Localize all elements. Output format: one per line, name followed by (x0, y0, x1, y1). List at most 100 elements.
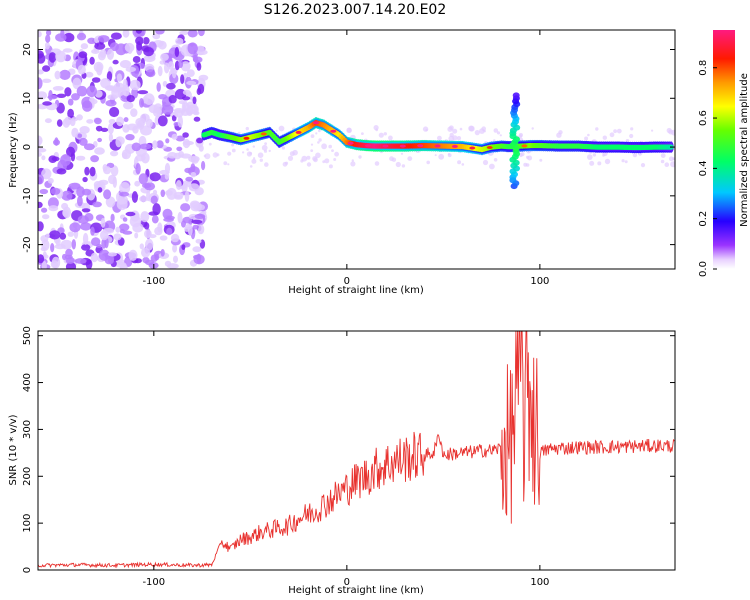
spectrogram-x-tick-label: -100 (142, 276, 165, 287)
noise-speck (198, 74, 209, 81)
halo-speck (668, 156, 674, 162)
noise-speck (45, 233, 50, 238)
noise-speck (56, 168, 67, 175)
noise-speck (107, 252, 117, 257)
snr-x-tick-label: 0 (344, 577, 350, 588)
noise-speck (38, 53, 46, 64)
colorbar: 0.0 0.2 0.4 0.6 0.8 Normalized spectral ampl… (698, 30, 750, 277)
halo-speck (597, 161, 602, 166)
noise-speck (95, 125, 103, 132)
noise-speck (82, 176, 88, 183)
halo-speck (310, 134, 315, 139)
noise-speck (119, 60, 132, 69)
noise-speck (100, 217, 106, 228)
noise-speck (41, 78, 52, 84)
noise-speck (150, 195, 158, 205)
halo-speck (587, 133, 590, 137)
noise-speck (47, 177, 54, 184)
noise-speck (122, 152, 128, 159)
noise-speck (190, 163, 196, 173)
halo-speck (383, 132, 387, 136)
noise-speck (193, 116, 201, 122)
noise-speck (67, 231, 75, 237)
noise-speck (159, 60, 166, 65)
halo-speck (324, 158, 330, 164)
noise-speck (101, 238, 107, 249)
noise-speck (119, 191, 130, 197)
halo-speck (452, 135, 458, 141)
noise-speck (76, 85, 88, 97)
noise-speck (171, 133, 178, 140)
noise-speck (38, 152, 42, 157)
noise-speck (181, 244, 186, 251)
ridge-hotspot (365, 144, 372, 148)
noise-speck (123, 117, 129, 123)
noise-speck (142, 183, 152, 189)
noise-speck (41, 207, 48, 213)
halo-speck (589, 160, 595, 166)
halo-speck (407, 156, 413, 162)
noise-speck (112, 176, 118, 188)
noise-speck (125, 66, 136, 73)
ridge-hotspot (295, 130, 302, 134)
noise-speck (166, 227, 173, 236)
halo-speck (621, 159, 625, 163)
noise-speck (134, 232, 139, 239)
noise-speck (126, 95, 135, 103)
halo-speck (334, 151, 339, 157)
halo-speck (434, 154, 437, 157)
noise-speck (135, 30, 142, 34)
halo-speck (459, 127, 463, 131)
noise-speck (146, 189, 151, 202)
halo-speck (426, 160, 431, 165)
halo-speck (401, 164, 406, 168)
noise-speck (90, 226, 95, 236)
noise-speck (42, 214, 50, 220)
noise-speck (91, 77, 101, 83)
halo-speck (664, 162, 670, 167)
halo-speck (268, 149, 271, 153)
snr-y-tick-label: 100 (22, 514, 33, 533)
noise-speck (90, 252, 98, 263)
colorbar-gradient (713, 30, 735, 269)
halo-speck (281, 146, 285, 150)
noise-speck (77, 133, 83, 138)
halo-speck (587, 154, 593, 160)
noise-speck (77, 215, 89, 224)
snr-y-ticks: 0 100 200 300 400 500 (22, 326, 675, 573)
noise-speck (137, 90, 149, 95)
noise-speck (47, 95, 58, 100)
noise-speck (182, 140, 194, 146)
halo-speck (660, 159, 665, 164)
noise-speck (186, 80, 197, 86)
noise-speck (91, 237, 101, 247)
colorbar-label: Normalized spectral amplitude (739, 73, 750, 227)
halo-speck (595, 127, 599, 131)
noise-speck (194, 213, 206, 219)
noise-speck (107, 122, 114, 135)
noise-speck (66, 146, 75, 157)
noise-speck (85, 259, 93, 269)
halo-speck (531, 127, 534, 130)
noise-speck (170, 233, 180, 243)
ridge-hotspot (469, 146, 476, 150)
noise-speck (71, 117, 78, 122)
noise-speck (67, 108, 74, 119)
noise-speck (155, 30, 165, 35)
halo-speck (231, 148, 236, 153)
halo-speck (346, 127, 352, 133)
snr-series-line (38, 331, 675, 569)
noise-speck (50, 187, 61, 195)
spike-blob (512, 92, 520, 99)
noise-speck (159, 235, 168, 241)
noise-speck (103, 189, 112, 200)
noise-speck (97, 187, 103, 193)
halo-speck (328, 164, 333, 169)
halo-speck (249, 152, 253, 155)
noise-speck (90, 155, 99, 163)
noise-speck (38, 147, 47, 153)
halo-speck (447, 153, 452, 158)
ridge-hotspot (521, 144, 528, 148)
ridge-hotspot (260, 132, 267, 136)
